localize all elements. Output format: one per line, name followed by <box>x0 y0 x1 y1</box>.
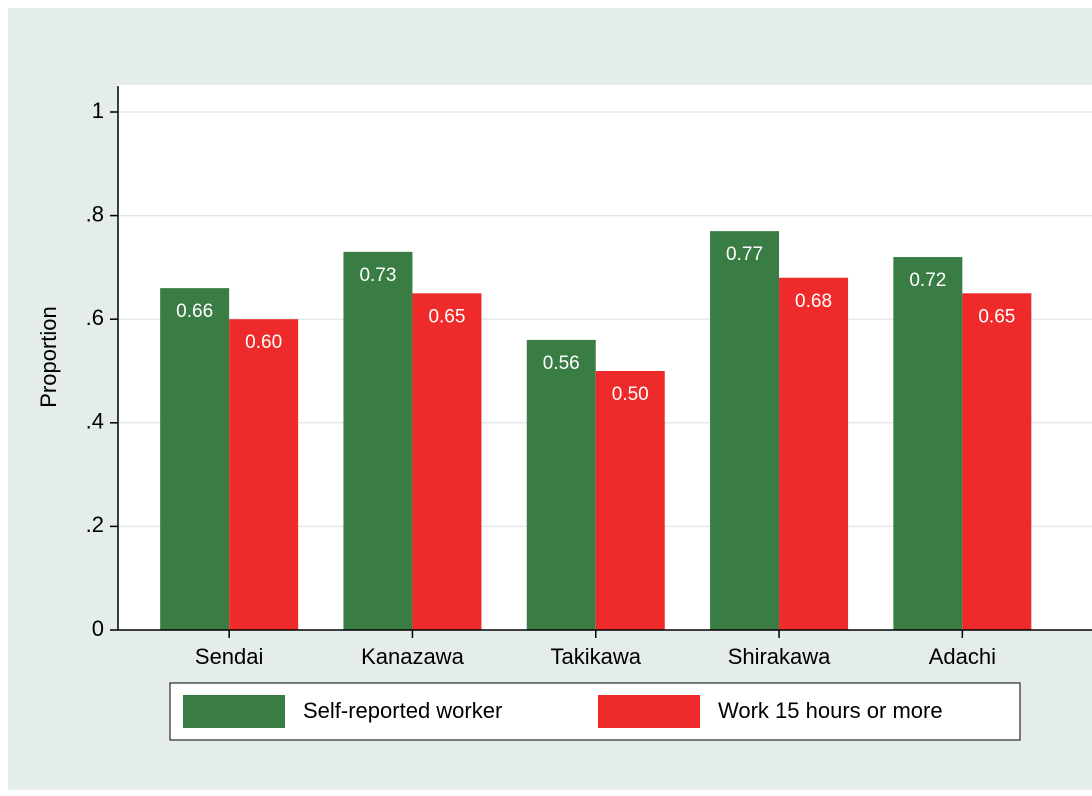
value-label: 0.77 <box>726 244 763 265</box>
legend-swatch <box>183 695 285 728</box>
legend-label: Work 15 hours or more <box>718 698 943 723</box>
value-label: 0.56 <box>543 353 580 374</box>
y-tick-label: .8 <box>86 201 104 226</box>
y-axis-label: Proportion <box>36 306 61 408</box>
bar <box>779 277 849 630</box>
value-label: 0.60 <box>245 332 282 353</box>
y-tick-label: .4 <box>86 409 104 434</box>
legend-swatch <box>598 695 700 728</box>
bar <box>893 257 963 630</box>
x-tick-label: Kanazawa <box>361 644 465 669</box>
value-label: 0.73 <box>359 265 396 286</box>
bar <box>160 288 230 630</box>
bar <box>710 231 780 630</box>
value-label: 0.65 <box>428 306 465 327</box>
value-label: 0.68 <box>795 291 832 312</box>
value-label: 0.50 <box>612 384 649 405</box>
legend-box <box>169 682 1021 741</box>
bar <box>412 293 482 630</box>
y-tick-label: .2 <box>86 512 104 537</box>
bar <box>595 371 665 630</box>
x-tick-label: Shirakawa <box>728 644 831 669</box>
y-tick-label: .6 <box>86 305 104 330</box>
y-tick-label: 0 <box>92 616 104 641</box>
legend-label: Self-reported worker <box>303 698 502 723</box>
value-label: 0.66 <box>176 301 213 322</box>
x-tick-label: Sendai <box>195 644 264 669</box>
x-tick-label: Takikawa <box>551 644 642 669</box>
bar <box>526 339 596 630</box>
bar <box>229 319 299 630</box>
bar <box>343 251 413 631</box>
value-label: 0.65 <box>978 306 1015 327</box>
y-tick-label: 1 <box>92 98 104 123</box>
x-tick-label: Adachi <box>929 644 996 669</box>
bar <box>962 293 1032 630</box>
value-label: 0.72 <box>909 270 946 291</box>
